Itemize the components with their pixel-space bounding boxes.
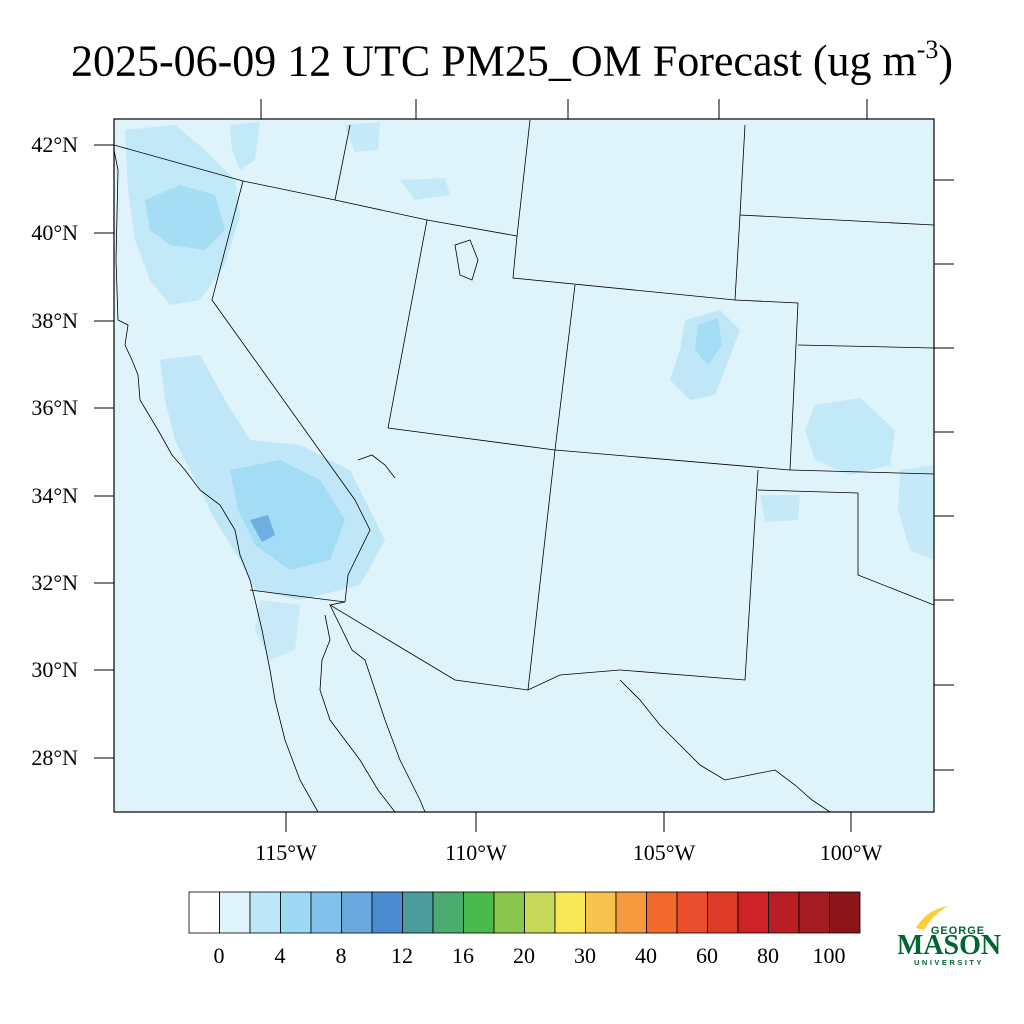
smoke-patch-baja [255,600,300,660]
colorbar-swatch [798,891,830,934]
concentration-shading [125,122,934,660]
title-exponent: -3 [916,35,939,64]
border-ks-ne [797,344,934,349]
colorbar-swatch [646,891,678,934]
colorbar-label: 12 [391,943,413,968]
border-ut-az [387,427,791,471]
colorbar-label: 4 [275,943,286,968]
title-prefix: 2025-06-09 12 UTC PM25_OM Forecast (ug m [70,36,917,86]
border-ca-nv [211,180,356,501]
colorbar-labels: 0 4 8 12 16 20 30 40 60 80 100 [214,943,846,968]
colorbar-label: 40 [635,943,657,968]
colorbar-swatch [341,891,373,934]
lat-label: 30°N [31,657,78,682]
colorbar-swatch [768,891,800,934]
smoke-patch-nw-core [145,185,225,250]
border-wy-co [512,235,736,301]
colorbar-swatch [737,891,769,934]
map-frame [113,118,935,813]
colorbar-swatch [676,891,708,934]
latitude-axis: 42°N 40°N 38°N 36°N 34°N 32°N 30°N 28°N [31,132,114,770]
coastline-gulf [319,614,396,812]
colorbar-swatch [524,891,556,934]
title-suffix: ) [938,36,954,86]
border-ok [789,469,934,475]
smoke-patch-colorado-core [695,318,722,365]
smoke-patch-texas [760,495,800,522]
border-az-nm [527,449,556,691]
logo-bottom-text: UNIVERSITY [914,958,984,967]
colorbar-swatch [829,891,861,934]
border-nm-tx [619,469,759,681]
colorbar-label: 16 [452,943,474,968]
smoke-patch-socal-max [250,515,275,542]
right-ticks [934,179,954,771]
smoke-patch-east [898,465,934,560]
lake-mead [357,454,396,479]
lat-label: 28°N [31,745,78,770]
colorbar-swatch [432,891,464,934]
coastline-texas [619,679,831,812]
border-ne-sd [734,214,741,301]
border-mt [334,124,351,201]
colorbar-swatch [554,891,586,934]
colorbar-swatch [249,891,281,934]
colorbar-swatch [707,891,739,934]
border-id-ut [334,199,428,221]
great-salt-lake [454,239,479,281]
border-ut-co [554,284,576,451]
lat-label: 38°N [31,308,78,333]
colorbar-swatch [188,891,220,934]
smoke-patch-kansas [805,398,895,475]
logo-main-text: MASON [898,930,1001,961]
smoke-patch-idaho [230,122,260,170]
lat-label: 40°N [31,220,78,245]
longitude-axis: 115°W 110°W 105°W 100°W [255,812,883,865]
coastline-sonora [329,604,426,812]
colorbar-label: 8 [336,943,347,968]
border-nv-id [242,180,336,201]
george-mason-logo: GEORGE MASON UNIVERSITY [898,906,1001,967]
smoke-patch-socal-core [230,460,345,570]
colorbar-label: 60 [696,943,718,968]
lat-label: 32°N [31,570,78,595]
colorbar-swatch [493,891,525,934]
colorbar-label: 80 [757,943,779,968]
boundaries [114,119,934,812]
colorbar-swatch [280,891,312,934]
lat-label: 42°N [31,132,78,157]
colorbar-swatch [585,891,617,934]
coastline-pacific [114,149,319,812]
lat-label: 36°N [31,395,78,420]
border-ca-az [344,499,371,603]
colorbar-label: 30 [574,943,596,968]
top-ticks [260,99,868,119]
border-co-ks [734,299,799,471]
border-tx-ok [757,489,934,606]
lon-label: 100°W [820,840,883,865]
border-nv-ut [387,219,428,429]
colorbar-label: 20 [513,943,535,968]
lon-label: 105°W [633,840,696,865]
lon-label: 110°W [445,840,507,865]
colorbar-label: 100 [813,943,846,968]
map-title: 2025-06-09 12 UTC PM25_OM Forecast (ug m… [0,22,1024,92]
colorbar-swatch [402,891,434,934]
logo-gold-swoosh [916,906,948,930]
logo-top-text: GEORGE [931,925,985,937]
colorbar [188,891,861,934]
colorbar-label: 0 [214,943,225,968]
border-or-ca [114,144,244,182]
smoke-patch-wyoming [400,178,450,200]
smoke-patch-idaho-2 [345,122,380,152]
colorbar-swatch [219,891,251,934]
lat-label: 34°N [31,483,78,508]
lon-label: 115°W [255,840,317,865]
colorbar-swatch [310,891,342,934]
colorbar-swatch [615,891,647,934]
colorbar-swatch [463,891,495,934]
colorbar-swatch [371,891,403,934]
